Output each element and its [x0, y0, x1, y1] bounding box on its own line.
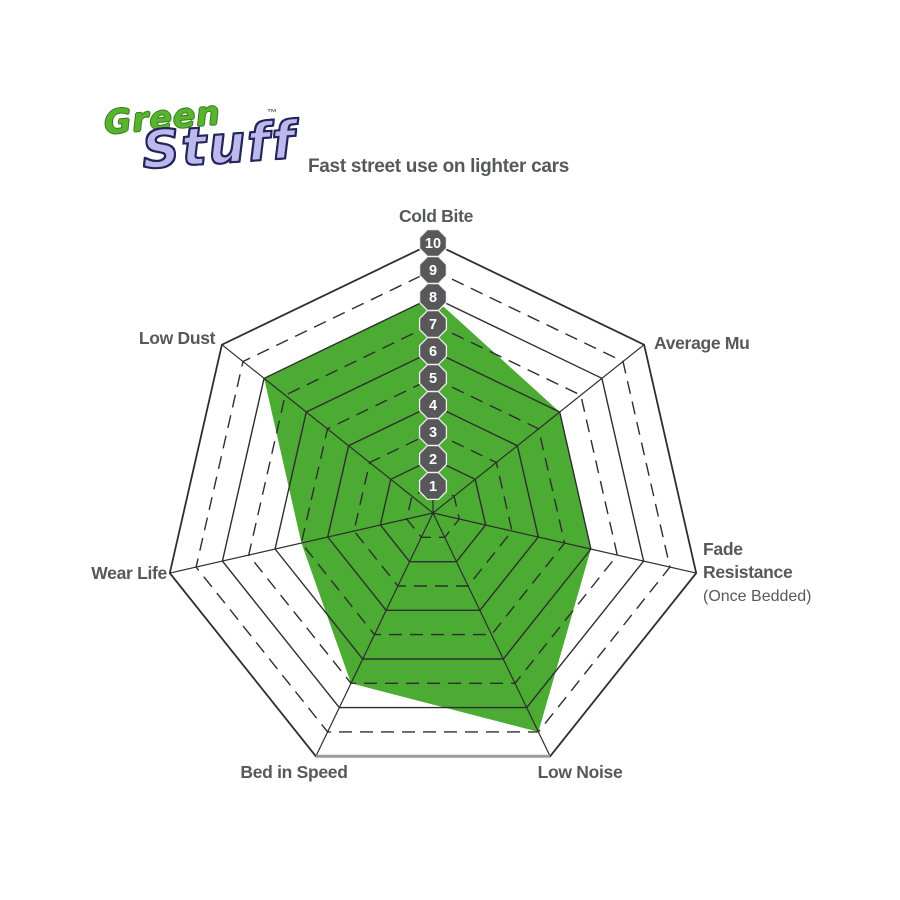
scale-badge-label: 5 — [429, 371, 437, 387]
grid-ring-5 — [300, 377, 566, 636]
axis-spoke — [221, 344, 434, 514]
scale-badge-6 — [418, 336, 448, 366]
scale-badge-9 — [418, 255, 448, 285]
grid-ring-4 — [326, 404, 540, 611]
grid-ring-6 — [274, 350, 592, 660]
scale-badge-3 — [418, 417, 448, 447]
scale-badge-1 — [418, 471, 448, 501]
grid-ring-3 — [353, 431, 513, 587]
axis-label: Average Mu — [654, 333, 750, 353]
axis-spoke — [432, 344, 645, 514]
chart-title: Fast street use on lighter cars — [307, 156, 569, 177]
scale-badge-7 — [418, 309, 448, 339]
axis-label: Fade — [703, 539, 743, 559]
grid-ring-9 — [195, 269, 671, 733]
axis-label: Bed in Speed — [240, 762, 347, 782]
scale-badge-label: 10 — [425, 236, 441, 252]
scale-badge-label: 2 — [429, 452, 437, 468]
scale-badge-5 — [418, 363, 448, 393]
axis-spoke — [315, 512, 434, 757]
axis-spoke — [432, 512, 551, 757]
grid-ring-1 — [405, 485, 461, 538]
scale-badge-label: 7 — [429, 317, 437, 333]
axis-label: Cold Bite — [399, 206, 474, 226]
scale-badge-label: 4 — [429, 398, 437, 414]
scale-badge-label: 9 — [429, 263, 437, 279]
scale-badge-10 — [418, 228, 448, 258]
logo-trademark-mark: ™ — [267, 108, 277, 119]
grid-ring-2 — [379, 458, 487, 563]
greenstuff-logo: Green Stuff ™ — [98, 92, 300, 197]
scale-badge-4 — [418, 390, 448, 420]
axis-label: Low Dust — [139, 328, 216, 348]
axis-spoke — [169, 512, 434, 574]
scale-badge-label: 3 — [429, 425, 437, 441]
grid-ring-7 — [247, 323, 619, 684]
scale-badge-label: 8 — [429, 290, 437, 306]
scale-badge-label: 6 — [429, 344, 437, 360]
axis-sublabel: (Once Bedded) — [703, 588, 812, 605]
axis-label: Resistance — [703, 562, 793, 582]
axis-label: Wear Life — [91, 563, 167, 583]
axis-label: Low Noise — [538, 762, 623, 782]
scale-badge-label: 1 — [429, 479, 437, 495]
grid-ring-8 — [221, 296, 645, 709]
scale-badge-2 — [418, 444, 448, 474]
axis-spoke — [432, 512, 697, 574]
scale-badge-8 — [418, 282, 448, 312]
